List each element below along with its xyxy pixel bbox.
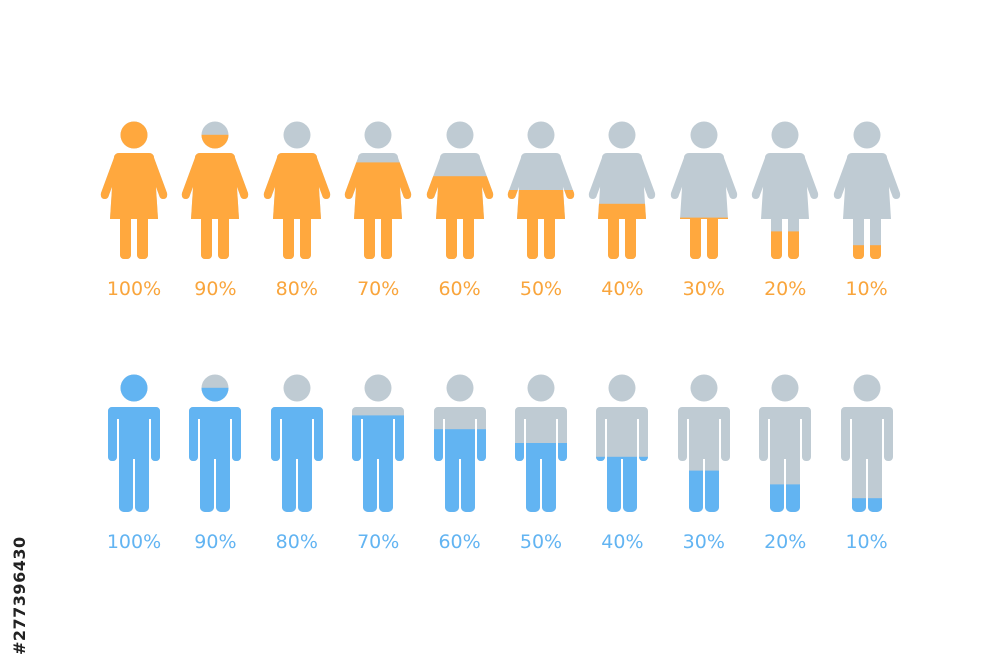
watermark-id: #277396430	[10, 536, 29, 655]
male-figure-icon	[759, 374, 812, 512]
percent-label: 100%	[106, 531, 162, 553]
percent-label: 50%	[519, 278, 563, 300]
male-figure-icon	[596, 374, 649, 512]
figure-empty-part	[833, 121, 900, 259]
male-figure-icon	[677, 374, 730, 512]
percent-label: 60%	[438, 531, 481, 553]
figure-empty-part	[840, 374, 893, 512]
figure-fill-part	[345, 162, 412, 259]
female-figure-icon	[670, 121, 737, 259]
figure-fill-part	[108, 374, 160, 512]
female-figure-icon	[263, 121, 330, 259]
figure-empty-part	[759, 374, 812, 512]
percent-label: 70%	[357, 278, 400, 300]
figure-fill-part	[433, 429, 486, 512]
figure-fill-part	[263, 148, 330, 259]
female-figure-icon	[426, 121, 493, 259]
percent-label: 40%	[601, 531, 644, 553]
female-figure-icon	[100, 121, 168, 259]
figure-fill-part	[589, 203, 656, 259]
female-figure-icon	[345, 121, 412, 259]
figure-fill-part	[759, 484, 812, 512]
percent-label: 50%	[519, 531, 563, 553]
male-figure-icon	[840, 374, 893, 512]
male-figure-icon	[189, 374, 242, 512]
figure-fill-part	[677, 470, 730, 512]
figure-fill-part	[752, 231, 819, 259]
percent-label: 30%	[682, 278, 725, 300]
figure-empty-part	[589, 121, 656, 259]
figure-fill-part	[100, 121, 168, 259]
figure-fill-part	[189, 387, 242, 512]
percent-label: 30%	[682, 531, 725, 553]
female-figure-icon	[507, 121, 575, 259]
figure-fill-part	[670, 217, 737, 259]
figure-fill-part	[840, 498, 893, 512]
female-figure-icon	[589, 121, 656, 259]
percent-label: 80%	[275, 278, 318, 300]
figure-fill-part	[596, 456, 649, 512]
figure-fill-part	[352, 415, 405, 512]
figure-empty-part	[752, 121, 819, 259]
percent-label: 100%	[106, 278, 162, 300]
figure-fill-part	[833, 245, 900, 259]
female-figure-icon	[752, 121, 819, 259]
figure-fill-part	[270, 401, 323, 512]
male-figure-icon	[515, 374, 567, 512]
figure-empty-part	[596, 374, 649, 512]
percent-label: 90%	[194, 278, 237, 300]
figure-fill-part	[182, 134, 249, 259]
male-figure-icon	[108, 374, 160, 512]
figure-empty-part	[670, 121, 737, 259]
male-figure-icon	[433, 374, 486, 512]
percent-label: 90%	[194, 531, 237, 553]
percent-label: 60%	[438, 278, 481, 300]
percent-label: 20%	[764, 278, 807, 300]
figure-fill-part	[515, 443, 567, 512]
male-figure-icon	[270, 374, 323, 512]
figure-fill-part	[426, 176, 493, 259]
figure-fill-part	[507, 190, 575, 259]
percent-label: 70%	[357, 531, 400, 553]
percent-label: 80%	[275, 531, 318, 553]
percent-label: 20%	[764, 531, 807, 553]
figure-empty-part	[677, 374, 730, 512]
percent-label: 10%	[845, 531, 888, 553]
female-figure-icon	[833, 121, 900, 259]
percent-label: 40%	[601, 278, 644, 300]
male-figure-icon	[352, 374, 405, 512]
female-figure-icon	[182, 121, 249, 259]
percent-label: 10%	[845, 278, 888, 300]
